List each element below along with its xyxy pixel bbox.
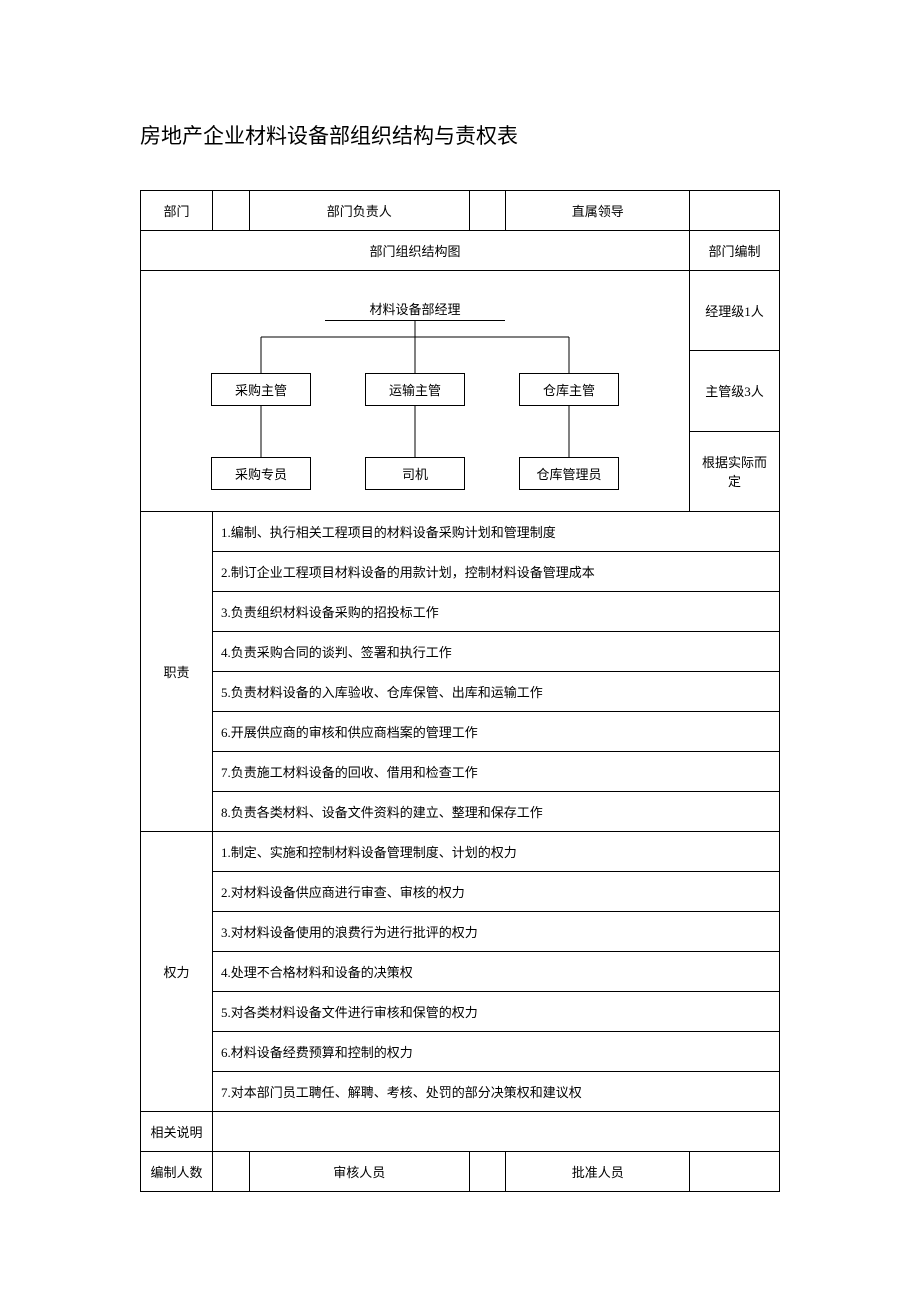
page-title: 房地产企业材料设备部组织结构与责权表: [140, 120, 780, 150]
power-item-0: 1.制定、实施和控制材料设备管理制度、计划的权力: [213, 832, 780, 872]
duties-label: 职责: [141, 512, 213, 832]
duty-item-0: 1.编制、执行相关工程项目的材料设备采购计划和管理制度: [213, 512, 780, 552]
staffing-1: 主管级3人: [690, 351, 780, 431]
org-chart-title: 部门组织结构图: [141, 231, 690, 271]
power-row-4: 5.对各类材料设备文件进行审核和保管的权力: [141, 992, 780, 1032]
main-table: 部门 部门负责人 直属领导 部门组织结构图 部门编制: [140, 190, 780, 1192]
leader-value: [690, 191, 780, 231]
notes-row: 相关说明: [141, 1112, 780, 1152]
dept-label: 部门: [141, 191, 213, 231]
leader-label: 直属领导: [506, 191, 690, 231]
org-level3-box-1: 司机: [365, 457, 465, 490]
duty-row-7: 8.负责各类材料、设备文件资料的建立、整理和保存工作: [141, 792, 780, 832]
duty-item-7: 8.负责各类材料、设备文件资料的建立、整理和保存工作: [213, 792, 780, 832]
notes-label: 相关说明: [141, 1112, 213, 1152]
dept-value: [213, 191, 250, 231]
count-value: [213, 1152, 250, 1192]
power-item-2: 3.对材料设备使用的浪费行为进行批评的权力: [213, 912, 780, 952]
count-label: 编制人数: [141, 1152, 213, 1192]
power-row-1: 2.对材料设备供应商进行审查、审核的权力: [141, 872, 780, 912]
org-row-manager: 材料设备部经理 采购主管 运输主管 仓库主管 采购专员 司机 仓库管理员 经理级…: [141, 271, 780, 351]
power-row-6: 7.对本部门员工聘任、解聘、考核、处罚的部分决策权和建议权: [141, 1072, 780, 1112]
org-manager-box: 材料设备部经理: [325, 293, 505, 321]
org-chart-cell: 材料设备部经理 采购主管 运输主管 仓库主管 采购专员 司机 仓库管理员: [141, 271, 690, 512]
duty-item-1: 2.制订企业工程项目材料设备的用款计划，控制材料设备管理成本: [213, 552, 780, 592]
duty-row-0: 职责 1.编制、执行相关工程项目的材料设备采购计划和管理制度: [141, 512, 780, 552]
org-title-row: 部门组织结构图 部门编制: [141, 231, 780, 271]
duty-row-2: 3.负责组织材料设备采购的招投标工作: [141, 592, 780, 632]
power-item-4: 5.对各类材料设备文件进行审核和保管的权力: [213, 992, 780, 1032]
notes-value: [213, 1112, 780, 1152]
duty-row-1: 2.制订企业工程项目材料设备的用款计划，控制材料设备管理成本: [141, 552, 780, 592]
head-label: 部门负责人: [249, 191, 469, 231]
org-level3-box-0: 采购专员: [211, 457, 311, 490]
staffing-2: 根据实际而定: [690, 431, 780, 511]
org-level2-box-1: 运输主管: [365, 373, 465, 406]
duty-item-3: 4.负责采购合同的谈判、签署和执行工作: [213, 632, 780, 672]
power-item-5: 6.材料设备经费预算和控制的权力: [213, 1032, 780, 1072]
power-row-0: 权力 1.制定、实施和控制材料设备管理制度、计划的权力: [141, 832, 780, 872]
duty-row-3: 4.负责采购合同的谈判、签署和执行工作: [141, 632, 780, 672]
footer-row: 编制人数 审核人员 批准人员: [141, 1152, 780, 1192]
staffing-0: 经理级1人: [690, 271, 780, 351]
reviewer-label: 审核人员: [249, 1152, 469, 1192]
approver-value: [690, 1152, 780, 1192]
power-item-1: 2.对材料设备供应商进行审查、审核的权力: [213, 872, 780, 912]
org-chart-container: 材料设备部经理 采购主管 运输主管 仓库主管 采购专员 司机 仓库管理员: [141, 271, 689, 511]
reviewer-value: [469, 1152, 506, 1192]
duty-row-4: 5.负责材料设备的入库验收、仓库保管、出库和运输工作: [141, 672, 780, 712]
duty-item-2: 3.负责组织材料设备采购的招投标工作: [213, 592, 780, 632]
org-level3-box-2: 仓库管理员: [519, 457, 619, 490]
power-row-5: 6.材料设备经费预算和控制的权力: [141, 1032, 780, 1072]
power-row-3: 4.处理不合格材料和设备的决策权: [141, 952, 780, 992]
duty-item-6: 7.负责施工材料设备的回收、借用和检查工作: [213, 752, 780, 792]
head-value: [469, 191, 506, 231]
duty-row-6: 7.负责施工材料设备的回收、借用和检查工作: [141, 752, 780, 792]
power-row-2: 3.对材料设备使用的浪费行为进行批评的权力: [141, 912, 780, 952]
powers-label: 权力: [141, 832, 213, 1112]
duty-item-5: 6.开展供应商的审核和供应商档案的管理工作: [213, 712, 780, 752]
power-item-3: 4.处理不合格材料和设备的决策权: [213, 952, 780, 992]
org-level2-box-2: 仓库主管: [519, 373, 619, 406]
staffing-title: 部门编制: [690, 231, 780, 271]
approver-label: 批准人员: [506, 1152, 690, 1192]
org-level2-box-0: 采购主管: [211, 373, 311, 406]
power-item-6: 7.对本部门员工聘任、解聘、考核、处罚的部分决策权和建议权: [213, 1072, 780, 1112]
duty-row-5: 6.开展供应商的审核和供应商档案的管理工作: [141, 712, 780, 752]
header-row: 部门 部门负责人 直属领导: [141, 191, 780, 231]
duty-item-4: 5.负责材料设备的入库验收、仓库保管、出库和运输工作: [213, 672, 780, 712]
